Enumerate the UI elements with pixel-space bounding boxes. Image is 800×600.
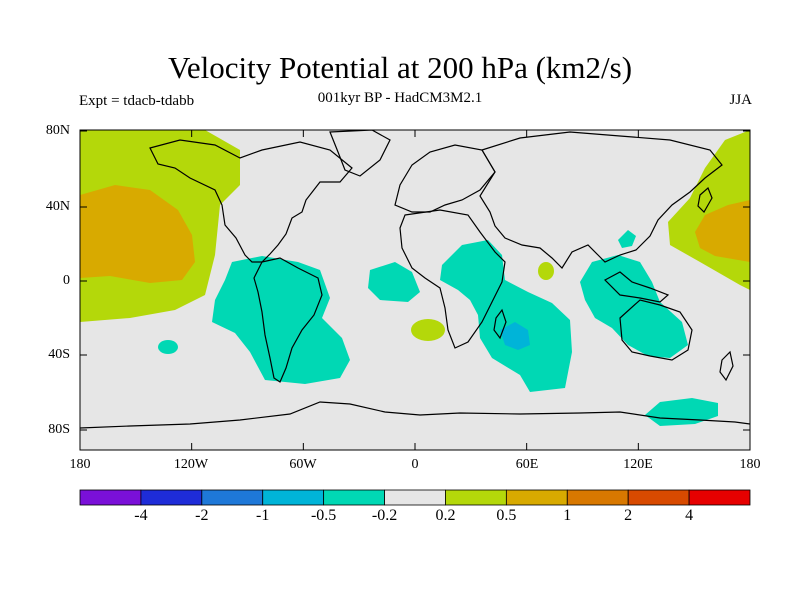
coast-south-america — [253, 257, 323, 383]
negative-core-indian — [500, 322, 530, 350]
lon-tick-label: 60E — [515, 457, 539, 472]
colorbar-swatch — [262, 489, 325, 506]
coast-japan — [697, 186, 713, 213]
lat-tick-label: 0 — [63, 273, 70, 288]
colorbar-swatch — [384, 489, 446, 506]
colorbar-label: -2 — [195, 507, 209, 524]
map-title: Velocity Potential at 200 hPa (km2/s) — [167, 50, 633, 85]
coast-new-zealand — [719, 350, 734, 382]
positive-spot-south-atlantic — [411, 319, 445, 341]
coast-australia — [619, 299, 693, 361]
coast-north-america — [149, 139, 353, 263]
positive-spot-arabian-sea — [538, 262, 554, 280]
experiment-label: Expt = tdacb-tdabb — [79, 93, 195, 109]
lon-tick-label: 180 — [739, 457, 761, 472]
colorbar-swatch — [505, 489, 568, 506]
coastlines — [80, 130, 750, 429]
colorbar — [79, 489, 751, 506]
lat-tick-label: 80S — [48, 422, 70, 437]
lat-tick-label: 40N — [45, 199, 70, 214]
colorbar-label: 0.5 — [496, 507, 517, 524]
colorbar-swatch — [688, 489, 751, 506]
coast-asia — [479, 131, 723, 269]
positive-core-pacific-east — [695, 200, 750, 262]
lon-tick-label: 180 — [69, 457, 91, 472]
colorbar-swatch — [627, 489, 690, 506]
lon-tick-label: 0 — [411, 457, 419, 472]
colorbar-label: -0.5 — [310, 507, 337, 524]
lat-tick-label: 40S — [48, 347, 70, 362]
coast-africa — [399, 209, 506, 349]
negative-region-atlantic — [368, 262, 420, 302]
colorbar-label: 4 — [685, 507, 694, 524]
colorbar-label: 2 — [624, 507, 633, 524]
colorbar-label: -4 — [134, 507, 148, 524]
colorbar-swatch — [140, 489, 203, 506]
lat-tick-label: 80N — [45, 123, 70, 138]
lon-tick-label: 120W — [173, 457, 209, 472]
colorbar-swatch — [79, 489, 142, 506]
map-subtitle: 001kyr BP - HadCM3M2.1 — [317, 90, 483, 106]
axis-ticks — [79, 130, 751, 450]
lon-tick-label: 120E — [623, 457, 653, 472]
coast-greenland — [329, 130, 391, 177]
colorbar-swatch — [323, 489, 385, 506]
positive-core-pacific-west — [80, 185, 195, 283]
colorbar-label: 0.2 — [435, 507, 456, 524]
colorbar-swatch — [445, 489, 507, 506]
season-label: JJA — [729, 92, 752, 108]
coast-madagascar — [493, 308, 507, 340]
colorbar-label: -0.2 — [371, 507, 398, 524]
colorbar-label: -1 — [256, 507, 270, 524]
negative-region-south-america — [212, 256, 350, 384]
negative-spot-south-pacific — [158, 340, 178, 354]
negative-spot-asia — [618, 230, 636, 248]
coast-antarctica — [80, 401, 750, 429]
negative-region-southern-ocean — [645, 398, 718, 426]
negative-region-maritime-continent — [580, 255, 688, 358]
coast-indonesia — [604, 271, 670, 303]
contour-fields — [80, 130, 750, 429]
lon-tick-label: 60W — [289, 457, 317, 472]
colorbar-swatch — [566, 489, 629, 506]
colorbar-label: 1 — [563, 507, 572, 524]
negative-region-africa-indian — [440, 240, 572, 392]
colorbar-swatch — [201, 489, 264, 506]
